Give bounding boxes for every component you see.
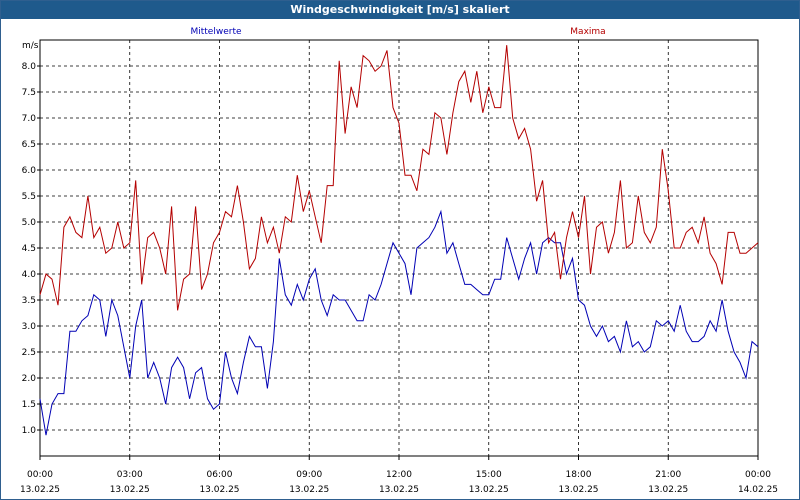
x-tick-time: 15:00: [476, 470, 502, 480]
y-axis-label: m/s: [22, 41, 39, 51]
y-tick-label: 1.5: [22, 400, 36, 410]
x-tick-date: 14.02.25: [738, 485, 778, 495]
y-tick-label: 2.0: [22, 374, 37, 384]
x-tick-date: 13.02.25: [469, 485, 509, 495]
y-tick-label: 4.5: [22, 244, 36, 254]
series-group: [39, 45, 759, 436]
x-tick-date: 13.02.25: [20, 485, 60, 495]
x-tick-date: 13.02.25: [289, 485, 329, 495]
y-tick-label: 5.0: [22, 218, 37, 228]
y-tick-label: 7.5: [22, 88, 36, 98]
legend-maxima: Maxima: [570, 27, 605, 37]
y-tick-label: 2.5: [22, 348, 36, 358]
x-tick-date: 13.02.25: [110, 485, 150, 495]
x-tick-date: 13.02.25: [648, 485, 688, 495]
series-line-mittelwerte: [39, 209, 759, 436]
x-axis: 00:00 13.02.25 03:00 13.02.25 06:00 13.02.25 0…: [20, 456, 778, 495]
y-tick-label: 8.0: [22, 62, 37, 72]
y-tick-label: 1.0: [22, 426, 37, 436]
y-tick-label: 4.0: [22, 270, 37, 280]
x-tick-date: 13.02.25: [379, 485, 419, 495]
x-tick-time: 00:00: [745, 470, 771, 480]
y-tick-label: 7.0: [22, 114, 37, 124]
x-tick-date: 13.02.25: [199, 485, 239, 495]
y-tick-label: 3.0: [22, 322, 37, 332]
x-tick-date: 13.02.25: [558, 485, 598, 495]
y-tick-label: 5.5: [22, 192, 36, 202]
legend-mittelwerte: Mittelwerte: [190, 27, 241, 37]
x-tick-time: 21:00: [655, 470, 681, 480]
x-tick-time: 09:00: [296, 470, 322, 480]
x-tick-time: 12:00: [386, 470, 412, 480]
y-tick-label: 3.5: [22, 296, 36, 306]
grid-lines: [40, 40, 758, 456]
series-line-maxima: [39, 45, 759, 311]
y-tick-label: 6.0: [22, 166, 37, 176]
x-tick-time: 03:00: [117, 470, 143, 480]
x-tick-time: 06:00: [207, 470, 233, 480]
y-axis: 1.0 1.5 2.0 2.5 3.0 3.5 4.0 4.5 5.0 5.5 6.0 6.5 7.0 7…: [22, 62, 40, 436]
x-tick-time: 00:00: [27, 470, 53, 480]
y-tick-label: 6.5: [22, 140, 36, 150]
window-title: Windgeschwindigkeit [m/s] skaliert: [1, 1, 799, 19]
x-tick-time: 18:00: [566, 470, 592, 480]
